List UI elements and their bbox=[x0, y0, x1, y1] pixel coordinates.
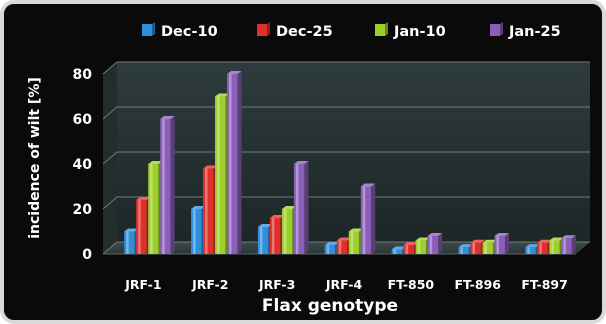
y-tick-label: 20 bbox=[73, 202, 93, 218]
bar bbox=[494, 233, 509, 254]
bar-chart: 0 20 40 60 80 JRF-1 JRF-2 JRF-3 JRF-4 FT-850 FT-8… bbox=[27, 22, 590, 316]
y-axis-title: incidence of wilt [%] bbox=[27, 77, 43, 239]
legend-label: Jan-10 bbox=[393, 24, 446, 40]
bar bbox=[360, 183, 376, 254]
bar bbox=[293, 161, 309, 254]
legend-label: Dec-25 bbox=[276, 24, 333, 40]
gridline bbox=[102, 151, 590, 165]
bar bbox=[561, 235, 576, 254]
legend-item: Dec-25 bbox=[257, 22, 333, 40]
legend-swatch bbox=[375, 24, 385, 36]
x-tick-label: JRF-4 bbox=[325, 277, 363, 292]
y-tick-label: 80 bbox=[73, 67, 93, 83]
gridlines bbox=[102, 61, 590, 255]
x-tick-label: JRF-2 bbox=[191, 277, 228, 292]
x-tick-label: JRF-3 bbox=[258, 277, 295, 292]
legend-label: Dec-10 bbox=[161, 24, 218, 40]
bar bbox=[227, 71, 242, 254]
legend: Dec-10 Dec-25 Jan-10 Jan-25 bbox=[142, 22, 561, 40]
legend-item: Jan-10 bbox=[375, 22, 446, 40]
legend-item: Jan-25 bbox=[490, 22, 561, 40]
y-tick-label: 0 bbox=[82, 247, 92, 263]
legend-swatch bbox=[142, 24, 152, 36]
y-axis-ticks: 0 20 40 60 80 bbox=[73, 67, 93, 263]
legend-swatch bbox=[257, 24, 267, 36]
y-tick-label: 60 bbox=[73, 112, 93, 128]
bar bbox=[427, 233, 443, 254]
bars bbox=[124, 71, 576, 254]
x-tick-label: JRF-1 bbox=[124, 277, 161, 292]
x-tick-label: FT-850 bbox=[388, 277, 435, 292]
gridline bbox=[102, 106, 590, 120]
gridline bbox=[102, 61, 590, 75]
x-tick-label: FT-896 bbox=[454, 277, 501, 292]
gridline bbox=[102, 196, 590, 210]
y-tick-label: 40 bbox=[73, 157, 93, 173]
x-axis-ticks: JRF-1 JRF-2 JRF-3 JRF-4 FT-850 FT-896 FT-897 bbox=[124, 277, 568, 292]
x-tick-label: FT-897 bbox=[521, 277, 568, 292]
legend-item: Dec-10 bbox=[142, 22, 218, 40]
x-axis-title: Flax genotype bbox=[262, 296, 398, 316]
bar bbox=[160, 116, 175, 254]
legend-swatch bbox=[490, 24, 500, 36]
legend-label: Jan-25 bbox=[508, 24, 561, 40]
